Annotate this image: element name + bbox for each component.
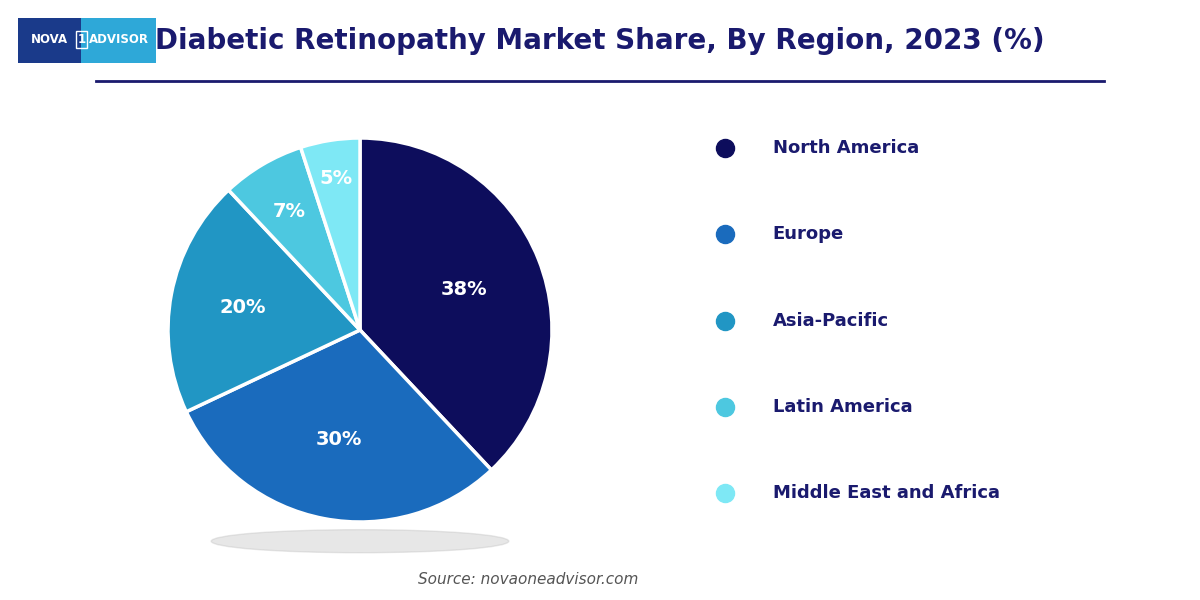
Bar bbox=[82, 18, 156, 63]
Text: Source: novaoneadvisor.com: Source: novaoneadvisor.com bbox=[418, 572, 638, 587]
Wedge shape bbox=[360, 138, 552, 470]
Text: Middle East and Africa: Middle East and Africa bbox=[773, 484, 1000, 502]
Text: Diabetic Retinopathy Market Share, By Region, 2023 (%): Diabetic Retinopathy Market Share, By Re… bbox=[155, 27, 1045, 55]
Wedge shape bbox=[228, 148, 360, 330]
Text: 30%: 30% bbox=[316, 430, 362, 449]
Text: ADVISOR: ADVISOR bbox=[89, 33, 149, 46]
Text: 1: 1 bbox=[78, 33, 85, 46]
Text: Asia-Pacific: Asia-Pacific bbox=[773, 311, 889, 329]
Text: Europe: Europe bbox=[773, 225, 844, 243]
Text: North America: North America bbox=[773, 139, 919, 157]
Text: NOVA: NOVA bbox=[31, 33, 68, 46]
Text: 7%: 7% bbox=[274, 202, 306, 221]
Text: Latin America: Latin America bbox=[773, 398, 912, 416]
Wedge shape bbox=[301, 138, 360, 330]
Ellipse shape bbox=[211, 530, 509, 553]
Bar bbox=[18, 18, 82, 63]
Text: 20%: 20% bbox=[220, 298, 266, 317]
Wedge shape bbox=[186, 330, 492, 522]
Wedge shape bbox=[168, 190, 360, 412]
Text: 5%: 5% bbox=[319, 169, 353, 188]
Text: 38%: 38% bbox=[440, 280, 487, 299]
